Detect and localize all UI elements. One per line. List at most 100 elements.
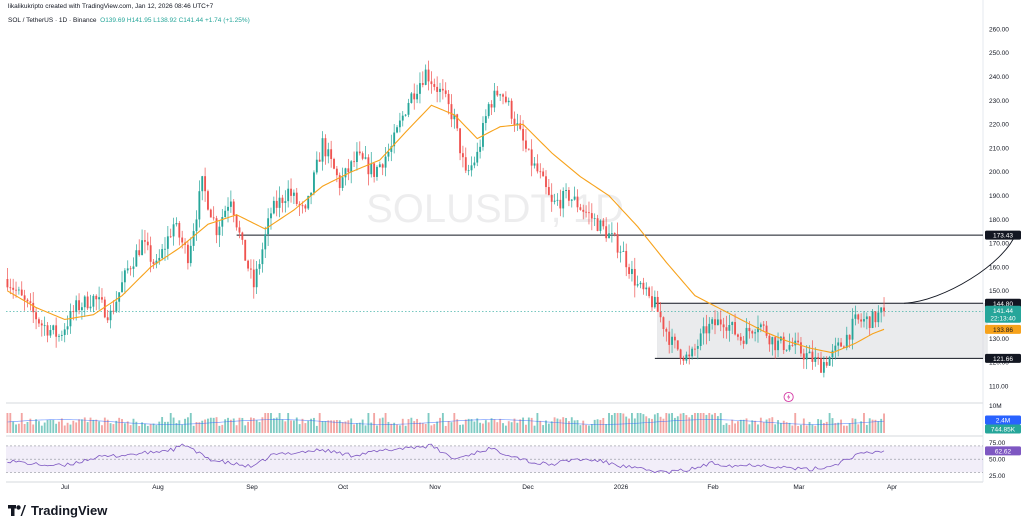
- volume-bar[interactable]: [410, 417, 413, 433]
- volume-bar[interactable]: [152, 423, 155, 433]
- candle[interactable]: [341, 177, 344, 188]
- volume-bar[interactable]: [731, 419, 734, 433]
- volume-bar[interactable]: [708, 413, 711, 433]
- candle[interactable]: [708, 323, 711, 334]
- candle[interactable]: [625, 250, 628, 268]
- volume-bar[interactable]: [805, 425, 808, 433]
- candle[interactable]: [207, 191, 209, 210]
- volume-bar[interactable]: [258, 422, 261, 433]
- volume-bar[interactable]: [232, 418, 235, 433]
- volume-bar[interactable]: [831, 418, 834, 433]
- candle[interactable]: [817, 357, 820, 359]
- volume-bar[interactable]: [12, 421, 15, 433]
- candle[interactable]: [106, 317, 109, 321]
- volume-bar[interactable]: [613, 413, 616, 433]
- candle[interactable]: [639, 282, 642, 285]
- candle[interactable]: [201, 176, 204, 192]
- candle[interactable]: [321, 138, 324, 162]
- candle[interactable]: [696, 346, 699, 349]
- volume-bar[interactable]: [828, 413, 831, 433]
- rsi-line[interactable]: [7, 443, 885, 475]
- candle[interactable]: [6, 279, 9, 288]
- volume-bar[interactable]: [522, 417, 525, 433]
- volume-bar[interactable]: [32, 424, 35, 433]
- candle[interactable]: [424, 69, 427, 85]
- volume-bar[interactable]: [556, 418, 559, 433]
- volume-bar[interactable]: [321, 421, 324, 433]
- volume-bar[interactable]: [439, 417, 441, 433]
- volume-bar[interactable]: [330, 420, 333, 433]
- volume-bar[interactable]: [444, 425, 447, 433]
- candle[interactable]: [791, 345, 794, 346]
- candle[interactable]: [373, 163, 376, 177]
- candle[interactable]: [166, 236, 169, 249]
- candle[interactable]: [355, 151, 358, 162]
- volume-bar[interactable]: [413, 421, 416, 433]
- candle[interactable]: [92, 295, 95, 307]
- candle[interactable]: [797, 340, 800, 343]
- candle[interactable]: [545, 176, 547, 188]
- candle[interactable]: [129, 268, 132, 270]
- candle[interactable]: [215, 218, 218, 236]
- candle[interactable]: [536, 163, 539, 172]
- candle[interactable]: [547, 187, 550, 195]
- candle[interactable]: [195, 219, 198, 232]
- candle[interactable]: [613, 233, 616, 235]
- volume-bar[interactable]: [207, 418, 209, 433]
- candle[interactable]: [777, 340, 779, 351]
- volume-bar[interactable]: [588, 425, 590, 433]
- candle[interactable]: [175, 223, 178, 225]
- candle[interactable]: [542, 171, 545, 177]
- candle[interactable]: [250, 268, 252, 270]
- volume-bar[interactable]: [487, 422, 490, 433]
- volume-bar[interactable]: [811, 424, 814, 433]
- volume-bar[interactable]: [605, 424, 608, 433]
- volume-bar[interactable]: [144, 423, 146, 433]
- candle[interactable]: [149, 245, 152, 262]
- volume-bar[interactable]: [430, 425, 433, 433]
- volume-bar[interactable]: [691, 414, 694, 433]
- volume-bar[interactable]: [874, 419, 877, 433]
- candle[interactable]: [72, 311, 75, 313]
- candle[interactable]: [834, 345, 837, 351]
- volume-bar[interactable]: [499, 418, 502, 433]
- candle[interactable]: [788, 345, 791, 350]
- candle[interactable]: [473, 162, 476, 166]
- candle[interactable]: [665, 329, 668, 332]
- candle[interactable]: [204, 176, 207, 192]
- volume-bar[interactable]: [218, 425, 221, 433]
- volume-bar[interactable]: [668, 413, 671, 433]
- candle[interactable]: [335, 168, 338, 176]
- volume-bar[interactable]: [868, 418, 871, 433]
- volume-bar[interactable]: [702, 413, 705, 433]
- volume-bar[interactable]: [318, 413, 321, 433]
- volume-bar[interactable]: [504, 425, 507, 433]
- volume-bar[interactable]: [103, 417, 106, 433]
- volume-bar[interactable]: [464, 419, 467, 433]
- volume-bar[interactable]: [204, 419, 207, 433]
- volume-bar[interactable]: [15, 424, 17, 433]
- volume-bar[interactable]: [765, 419, 768, 433]
- candle[interactable]: [539, 171, 542, 173]
- candle[interactable]: [493, 90, 496, 108]
- volume-bar[interactable]: [582, 420, 585, 433]
- candle[interactable]: [35, 312, 38, 320]
- candle[interactable]: [161, 249, 164, 258]
- volume-bar[interactable]: [146, 425, 149, 433]
- candle[interactable]: [413, 93, 416, 100]
- volume-bar[interactable]: [121, 419, 123, 433]
- candle[interactable]: [530, 149, 533, 166]
- candle[interactable]: [75, 300, 78, 313]
- volume-bar[interactable]: [109, 423, 112, 433]
- candle[interactable]: [427, 69, 430, 82]
- volume-bar[interactable]: [198, 422, 201, 433]
- volume-bar[interactable]: [344, 421, 347, 433]
- volume-bar[interactable]: [201, 420, 204, 433]
- candle[interactable]: [227, 206, 229, 211]
- candle[interactable]: [453, 114, 456, 120]
- volume-bar[interactable]: [476, 418, 479, 433]
- candle[interactable]: [814, 357, 817, 362]
- volume-bar[interactable]: [536, 413, 539, 433]
- candle[interactable]: [467, 170, 470, 172]
- volume-bar[interactable]: [576, 420, 579, 433]
